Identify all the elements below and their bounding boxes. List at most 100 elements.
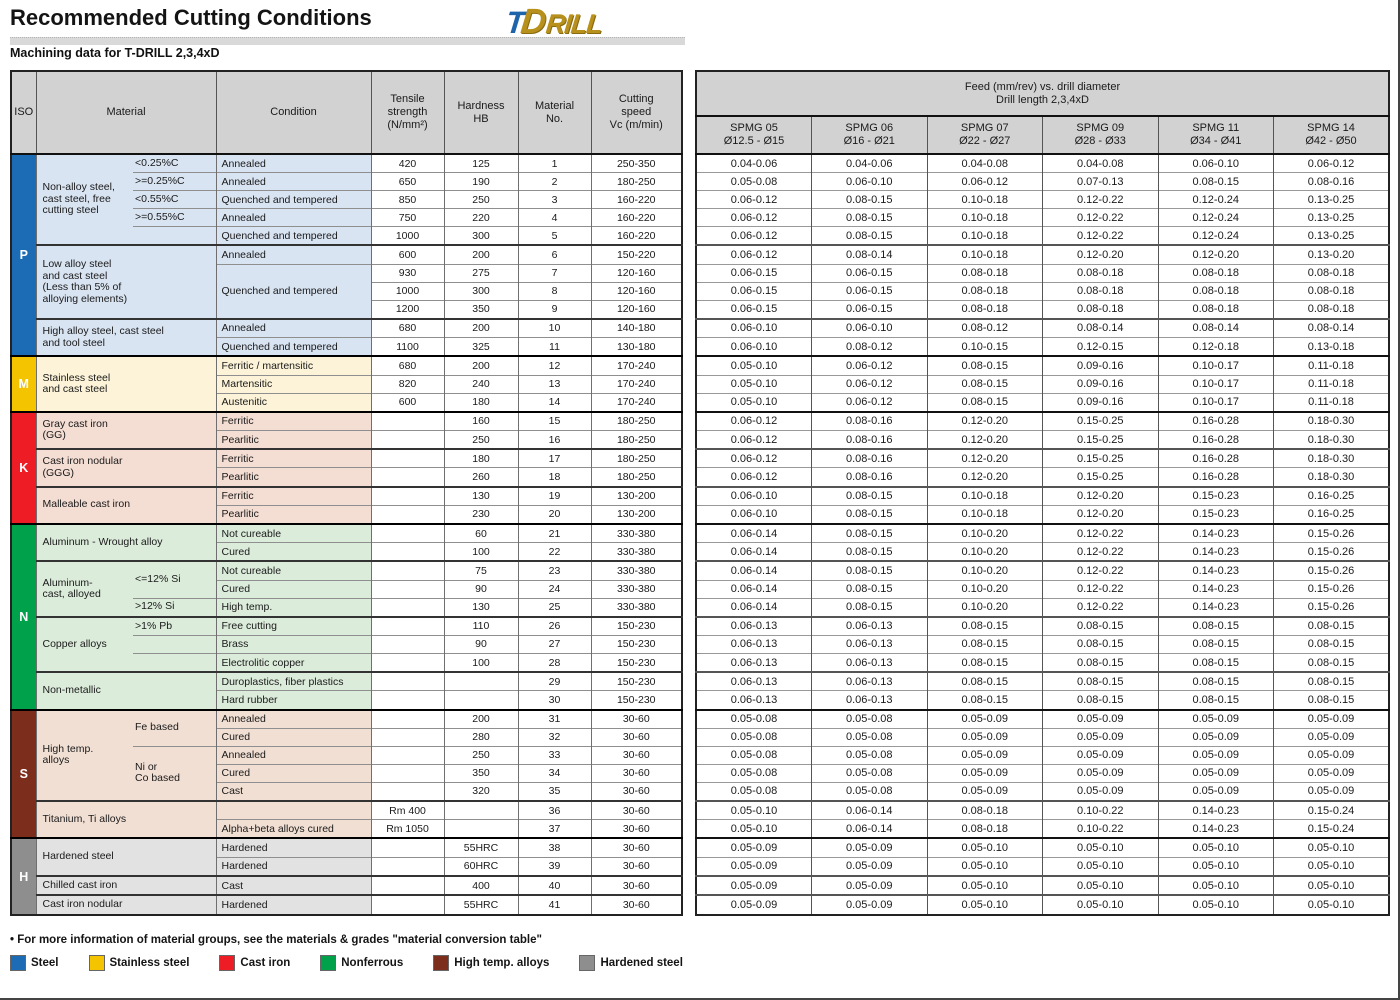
legend-label: Cast iron	[240, 957, 291, 969]
feed-value-cell: 0.06-0.10	[695, 317, 812, 338]
feed-row: 0.05-0.10 0.06-0.14 0.08-0.18 0.10-0.22 0.14…	[695, 800, 1390, 820]
hardness-cell: 75	[443, 560, 519, 581]
feed-value-cell: 0.08-0.15	[1042, 652, 1159, 673]
feed-value-cell: 0.07-0.13	[1042, 172, 1159, 191]
material-row: Martensitic 820 240 13 170-240	[11, 374, 683, 394]
feed-value-cell: 0.08-0.15	[1273, 671, 1390, 691]
cutting-speed-cell: 180-250	[590, 429, 683, 450]
cutting-speed-cell: 170-240	[590, 374, 683, 394]
feed-value-cell: 0.08-0.18	[1273, 263, 1390, 283]
tensile-strength-cell: 850	[370, 190, 445, 209]
feed-value-cell: 0.05-0.10	[695, 819, 812, 839]
condition-cell: Ferritic	[215, 448, 372, 468]
feed-value-cell: 0.05-0.08	[811, 727, 928, 747]
feed-col-header-spmg-09: SPMG 09 Ø28 - Ø33	[1042, 115, 1159, 155]
feed-value-cell: 0.08-0.18	[926, 299, 1043, 319]
feed-row: 0.06-0.12 0.08-0.15 0.10-0.18 0.12-0.22 0.12…	[695, 190, 1390, 209]
feed-value-cell: 0.08-0.15	[926, 690, 1043, 710]
feed-table: Feed (mm/rev) vs. drill diameter Drill l…	[695, 70, 1390, 916]
hardness-cell: 350	[443, 299, 519, 319]
feed-value-cell: 0.06-0.12	[695, 429, 812, 450]
feed-value-cell: 0.06-0.14	[695, 522, 812, 543]
material-no-cell: 20	[517, 504, 592, 524]
material-sub-cell: >12% Si	[133, 597, 217, 617]
feed-value-cell: 0.12-0.22	[1042, 208, 1159, 227]
hardness-cell: 240	[443, 374, 519, 394]
material-no-cell: 14	[517, 392, 592, 412]
hardness-cell: 130	[443, 597, 519, 617]
feed-value-cell: 0.08-0.18	[1273, 281, 1390, 301]
material-no-cell: 18	[517, 467, 592, 487]
feed-value-cell: 0.15-0.26	[1273, 597, 1390, 617]
hardness-cell	[443, 819, 519, 839]
material-sub-cell: >=0.55%C	[133, 208, 217, 227]
feed-value-cell: 0.09-0.16	[1042, 392, 1159, 412]
feed-value-cell: 0.10-0.18	[926, 190, 1043, 209]
material-row: N Aluminum - Wrought alloy Not cureable 60 2…	[10, 522, 683, 710]
hardness-cell: 400	[443, 874, 519, 896]
material-no-cell: 16	[517, 429, 592, 450]
feed-row: 0.05-0.10 0.06-0.12 0.08-0.15 0.09-0.16 0.10…	[695, 355, 1390, 375]
feed-value-cell: 0.06-0.10	[695, 504, 812, 524]
material-row: Malleable cast iron Ferritic 130 19 130-200	[11, 485, 683, 524]
feed-value-cell: 0.12-0.20	[926, 410, 1043, 431]
feed-value-cell: 0.06-0.12	[811, 374, 928, 394]
feed-value-cell: 0.15-0.24	[1273, 800, 1390, 820]
feed-header-title-row: Feed (mm/rev) vs. drill diameter Drill l…	[695, 70, 1390, 117]
feed-value-cell: 0.05-0.09	[926, 763, 1043, 783]
feed-value-cell: 0.08-0.15	[926, 671, 1043, 691]
feed-value-cell: 0.05-0.08	[695, 708, 812, 729]
tensile-strength-cell: 600	[370, 392, 445, 412]
material-no-cell: 17	[517, 448, 592, 468]
material-sub-cell	[133, 634, 217, 654]
feed-value-cell: 0.12-0.15	[1042, 337, 1159, 357]
material-no-cell: 10	[517, 317, 592, 338]
feed-col-header-spmg-06: SPMG 06 Ø16 - Ø21	[811, 115, 928, 155]
material-no-cell: 12	[517, 355, 592, 375]
tensile-strength-cell	[370, 727, 445, 747]
feed-value-cell: 0.12-0.20	[1042, 485, 1159, 506]
material-row: Electrolitic copper 100 28 150-230	[11, 652, 683, 673]
material-no-cell: 11	[517, 337, 592, 357]
hardness-cell: 250	[443, 745, 519, 765]
cutting-speed-cell: 120-160	[590, 299, 683, 319]
feed-value-cell: 0.06-0.10	[695, 485, 812, 506]
feed-value-cell: 0.05-0.10	[1273, 874, 1390, 896]
material-no-cell: 25	[517, 597, 592, 617]
feed-value-cell: 0.05-0.09	[811, 894, 928, 915]
feed-value-cell: 0.06-0.12	[695, 448, 812, 468]
feed-value-cell: 0.06-0.12	[695, 244, 812, 265]
tensile-strength-cell	[370, 467, 445, 487]
feed-value-cell: 0.15-0.24	[1273, 819, 1390, 839]
tensile-strength-cell: Rm 400	[370, 800, 445, 820]
cutting-speed-cell: 330-380	[590, 597, 683, 617]
tensile-strength-cell: Rm 1050	[370, 819, 445, 839]
material-name-cell: Titanium, Ti alloys	[35, 800, 217, 839]
feed-value-cell: 0.05-0.10	[1273, 856, 1390, 876]
material-no-cell: 26	[517, 615, 592, 636]
material-name-cell: Copper alloys	[35, 615, 133, 673]
cutting-speed-cell: 170-240	[590, 355, 683, 375]
feed-value-cell: 0.13-0.18	[1273, 337, 1390, 357]
hardness-cell	[443, 690, 519, 710]
feed-row: 0.06-0.10 0.08-0.15 0.10-0.18 0.12-0.20 0.15…	[695, 485, 1390, 506]
machining-data-table: ISO Material Condition Tensile strength …	[10, 70, 683, 916]
tensile-strength-cell: 600	[370, 244, 445, 265]
feed-value-cell: 0.05-0.10	[1157, 894, 1274, 915]
feed-value-cell: 0.08-0.15	[1157, 652, 1274, 673]
cutting-speed-cell: 30-60	[590, 763, 683, 783]
cutting-speed-cell: 330-380	[590, 560, 683, 581]
material-row: Quenched and tempered 1000 300 5 160-220	[11, 226, 683, 246]
tensile-strength-cell	[370, 763, 445, 783]
cutting-speed-cell: 150-230	[590, 652, 683, 673]
feed-value-cell: 0.05-0.09	[695, 874, 812, 896]
cutting-speed-cell: 180-250	[590, 410, 683, 431]
feed-value-cell: 0.08-0.15	[1157, 690, 1274, 710]
material-name-cell: Low alloy steel and cast steel (Less tha…	[35, 244, 217, 319]
tensile-strength-cell	[370, 448, 445, 468]
feed-value-cell: 0.08-0.15	[811, 504, 928, 524]
material-no-cell: 6	[517, 244, 592, 265]
condition-cell: Quenched and tempered	[215, 263, 372, 319]
feed-value-cell: 0.06-0.15	[811, 263, 928, 283]
feed-value-cell: 0.08-0.15	[1042, 615, 1159, 636]
